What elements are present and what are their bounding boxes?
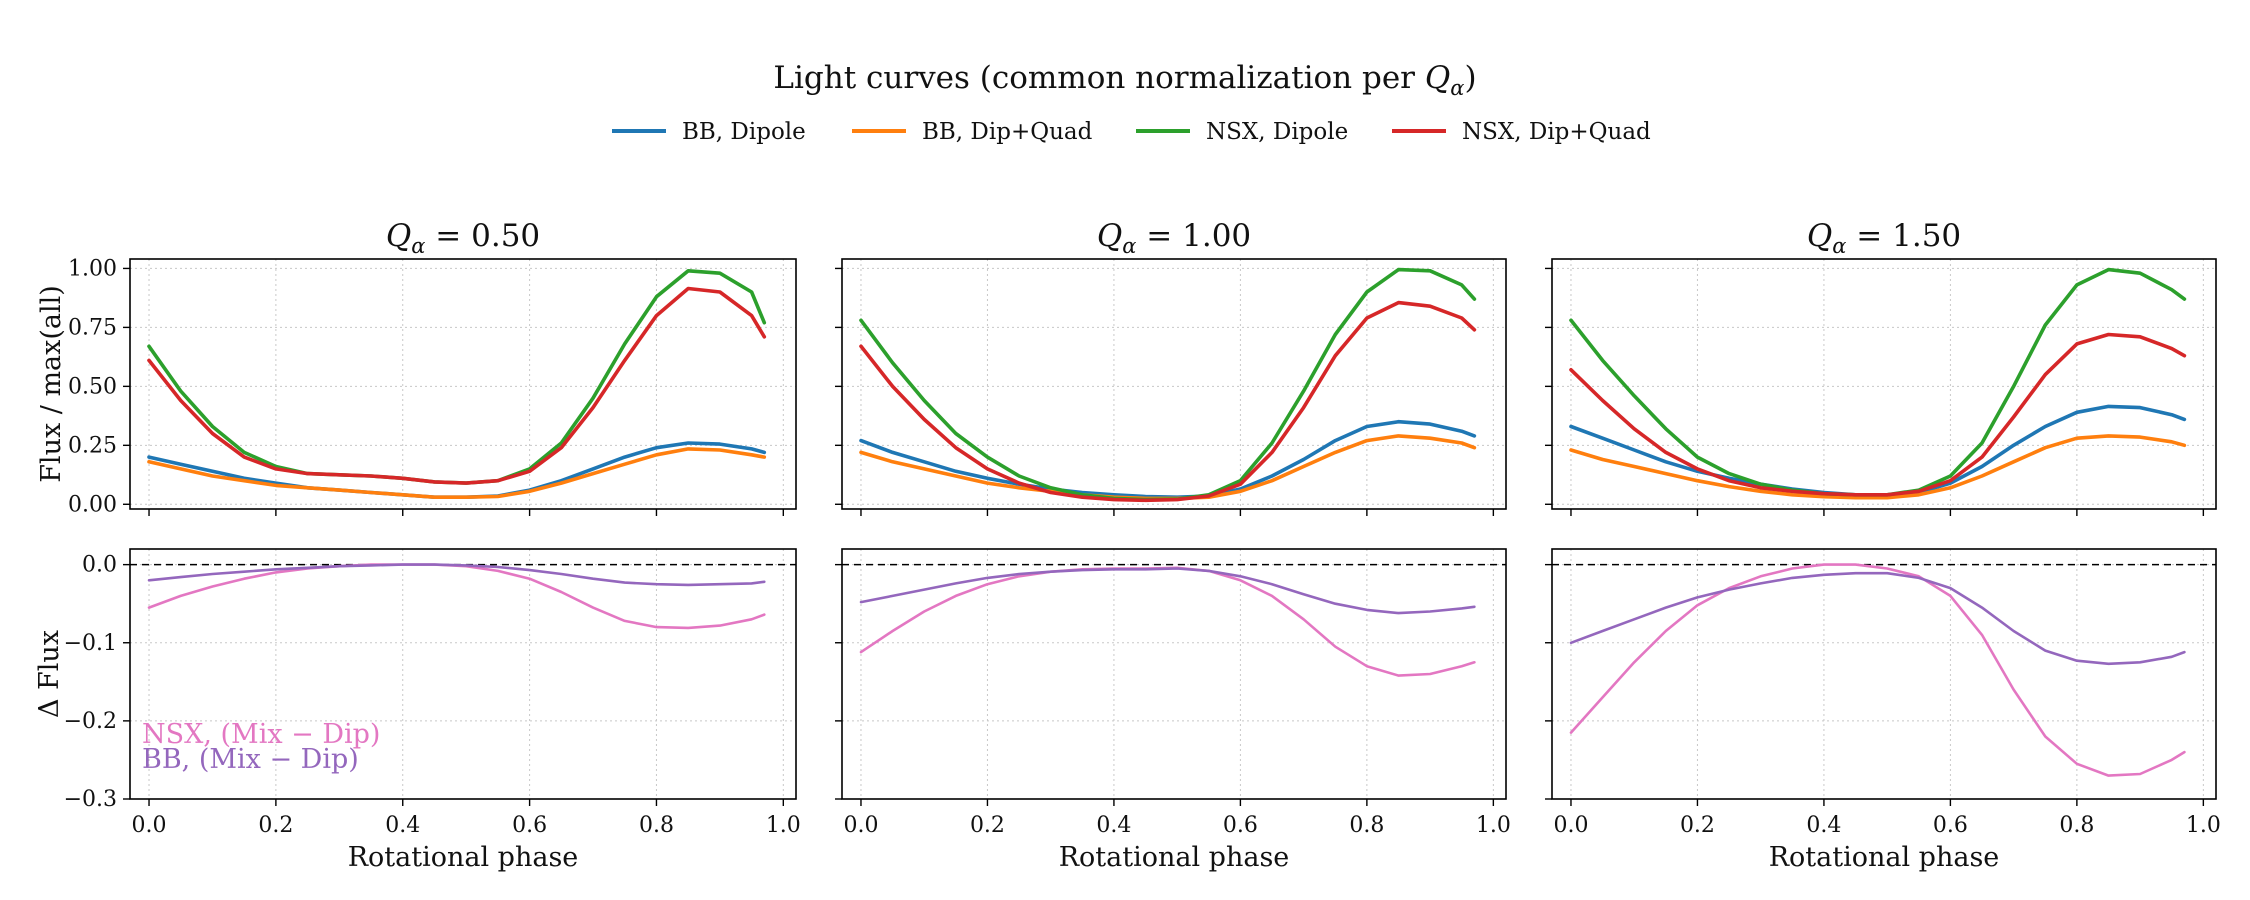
panel-title-symbol: Q: [386, 218, 411, 254]
x-axis-label: Rotational phase: [1059, 842, 1290, 873]
series-line-bb_diff: [1569, 571, 2186, 666]
legend-item-bb_dip: BB, Dipole: [612, 119, 806, 145]
x-tick-label: 0.2: [970, 813, 1005, 838]
y-tick-label: 0.0: [82, 553, 117, 578]
series-line-nsx_diff: [1569, 563, 2186, 777]
series-line-nsx_mix: [147, 286, 767, 485]
panels: Qα = 0.500.000.250.500.751.000.0 0.2 0.4 0.…: [34, 218, 2221, 873]
y-tick-label: −0.1: [64, 631, 117, 656]
x-tick-label: 0.8: [639, 813, 674, 838]
chart-title: Light curves (common normalization per Q…: [773, 60, 1476, 100]
panel-1: Qα = 0.500.000.250.500.751.000.0 0.2 0.4 0.…: [34, 218, 801, 873]
axes-frame: [129, 258, 797, 510]
series-line-bb_diff: [859, 567, 1476, 615]
axes-frame: [1551, 258, 2217, 510]
annotation-bb_diff: BB, (Mix − Dip): [142, 744, 359, 775]
y-tick-label: 0.50: [68, 374, 117, 399]
y-tick-label: 0.75: [68, 315, 117, 340]
legend-label-bb_mix: BB, Dip+Quad: [922, 119, 1093, 145]
x-tick-label: 0.2: [258, 813, 293, 838]
y-tick-label: −0.3: [64, 787, 117, 812]
axes-frame: [841, 258, 1507, 510]
panel-title-sub: α: [1832, 234, 1846, 258]
x-axis-label: Rotational phase: [1769, 842, 2000, 873]
panel-title: Qα = 0.50: [386, 218, 540, 258]
x-tick-label: 0.4: [385, 813, 420, 838]
series-line-bb_mix: [147, 447, 767, 500]
x-tick-label: 0.0: [843, 813, 878, 838]
panel-title: Qα = 1.50: [1807, 218, 1961, 258]
axes-frame: [129, 548, 797, 800]
legend-item-nsx_mix: NSX, Dip+Quad: [1392, 119, 1651, 145]
x-tick-label: 1.0: [2186, 813, 2221, 838]
x-tick-label: 1.0: [1476, 813, 1511, 838]
legend-label-nsx_dip: NSX, Dipole: [1206, 119, 1348, 145]
panel-title-symbol: Q: [1097, 218, 1122, 254]
y-tick-label: 0.00: [68, 492, 117, 517]
x-tick-label: 0.6: [1223, 813, 1258, 838]
x-tick-label: 1.0: [766, 813, 801, 838]
panel-2: Qα = 1.00 0.0 0.2 0.4 0.6 0.8 1.0 Rotational ph…: [835, 218, 1511, 873]
delta-flux-subplot: 0.0 0.2 0.4 0.6 0.8 1.0 Rotational phase: [835, 548, 1511, 873]
x-tick-label: 0.8: [2059, 813, 2094, 838]
series-line-bb_mix: [1569, 434, 2187, 500]
y-axis-label-top: Flux / max(all): [36, 285, 67, 483]
panel-title-sub: α: [411, 234, 425, 258]
y-tick-label: 0.25: [68, 433, 117, 458]
legend-item-nsx_dip: NSX, Dipole: [1136, 119, 1348, 145]
series-line-bb_diff: [147, 563, 766, 587]
panel-title-value: = 1.00: [1136, 218, 1251, 254]
panel-title-value: = 1.50: [1846, 218, 1961, 254]
flux-subplot: [1545, 258, 2217, 516]
panel-title: Qα = 1.00: [1097, 218, 1251, 258]
delta-flux-subplot: 0.0 0.2 0.4 0.6 0.8 1.0 Rotational phase: [1545, 548, 2221, 873]
panel-title-value: = 0.50: [425, 218, 540, 254]
axes-frame: [841, 548, 1507, 800]
legend-label-nsx_mix: NSX, Dip+Quad: [1462, 119, 1651, 145]
series-line-nsx_dip: [859, 267, 1477, 502]
x-tick-label: 0.6: [512, 813, 547, 838]
x-tick-label: 0.0: [1553, 813, 1588, 838]
legend-item-bb_mix: BB, Dip+Quad: [852, 119, 1093, 145]
x-tick-label: 0.6: [1933, 813, 1968, 838]
y-tick-label: −0.2: [64, 709, 117, 734]
legend: BB, Dipole BB, Dip+Quad NSX, Dipole NSX, Di…: [612, 119, 1651, 145]
flux-subplot: [835, 258, 1507, 516]
delta-flux-subplot: 0.0 0.2 0.4 0.6 0.8 1.0 0.0 −0.1 −0.2 −0.3 Rotatio…: [64, 548, 801, 873]
x-tick-label: 0.0: [132, 813, 167, 838]
legend-label-bb_dip: BB, Dipole: [682, 119, 806, 145]
y-tick-label: 1.00: [68, 256, 117, 281]
x-tick-label: 0.4: [1096, 813, 1131, 838]
series-line-nsx_diff: [147, 563, 766, 630]
x-axis-label: Rotational phase: [348, 842, 579, 873]
panel-title-symbol: Q: [1807, 218, 1832, 254]
y-axis-label-bottom: Δ Flux: [34, 630, 65, 718]
flux-subplot: 0.00 0.25 0.50 0.75 1.00: [68, 256, 797, 517]
axes-frame: [1551, 548, 2217, 800]
panel-title-sub: α: [1122, 234, 1136, 258]
annotation-nsx_diff: NSX, (Mix − Dip): [142, 719, 380, 750]
panel-3: Qα = 1.50 0.0 0.2 0.4 0.6 0.8 1.0 Rotational ph…: [1545, 218, 2221, 873]
x-tick-label: 0.4: [1806, 813, 1841, 838]
x-tick-label: 0.2: [1680, 813, 1715, 838]
x-tick-label: 0.8: [1349, 813, 1384, 838]
series-line-nsx_mix: [1569, 332, 2187, 497]
series-line-nsx_mix: [859, 300, 1477, 503]
